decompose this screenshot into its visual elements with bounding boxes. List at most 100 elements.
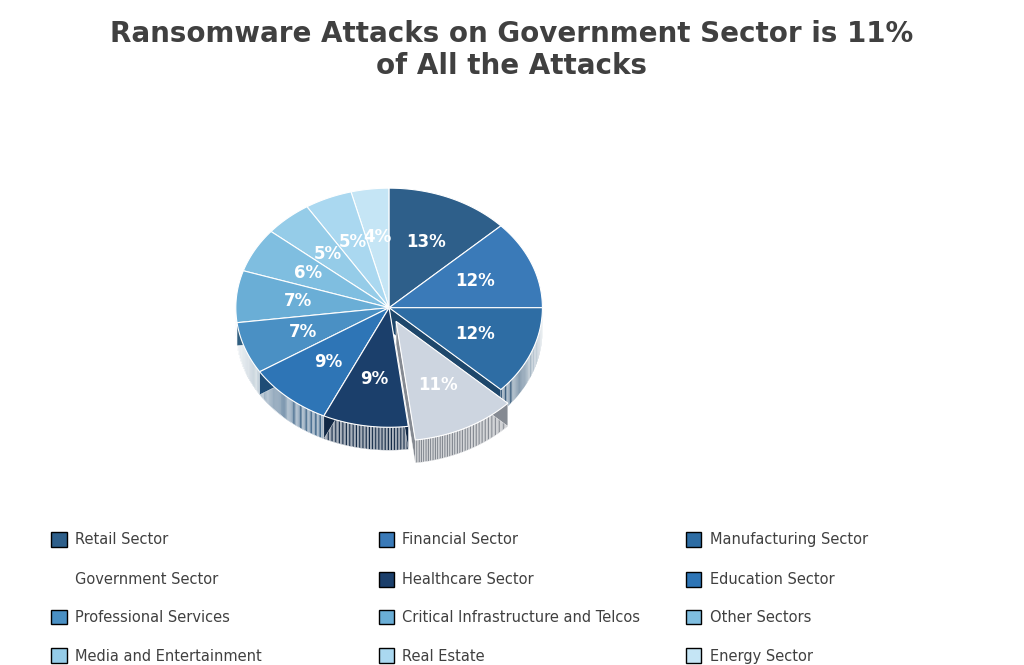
Polygon shape — [510, 380, 511, 404]
Polygon shape — [389, 308, 543, 390]
Polygon shape — [505, 404, 507, 428]
Polygon shape — [407, 426, 409, 450]
Polygon shape — [285, 396, 286, 419]
Polygon shape — [501, 388, 502, 412]
Polygon shape — [347, 423, 348, 446]
Polygon shape — [311, 410, 312, 434]
Polygon shape — [497, 411, 498, 435]
Polygon shape — [344, 422, 346, 446]
Polygon shape — [306, 408, 307, 432]
Text: 5%: 5% — [339, 233, 367, 251]
Polygon shape — [480, 420, 482, 444]
Polygon shape — [398, 427, 399, 450]
Polygon shape — [338, 420, 339, 444]
Text: Manufacturing Sector: Manufacturing Sector — [710, 533, 867, 547]
Polygon shape — [307, 192, 389, 308]
Polygon shape — [361, 426, 362, 448]
Polygon shape — [348, 423, 350, 446]
Polygon shape — [299, 404, 300, 428]
Polygon shape — [422, 439, 424, 462]
Polygon shape — [366, 426, 368, 449]
Polygon shape — [317, 414, 318, 437]
Polygon shape — [303, 407, 305, 430]
Polygon shape — [375, 427, 376, 450]
Polygon shape — [403, 426, 406, 450]
Polygon shape — [399, 427, 401, 450]
Polygon shape — [351, 424, 353, 447]
Polygon shape — [443, 435, 445, 458]
Polygon shape — [470, 426, 471, 450]
Polygon shape — [392, 427, 393, 450]
Polygon shape — [417, 440, 419, 463]
Polygon shape — [434, 437, 436, 460]
Polygon shape — [324, 308, 409, 428]
Polygon shape — [368, 426, 369, 449]
Text: Financial Sector: Financial Sector — [402, 533, 518, 547]
Polygon shape — [322, 415, 323, 438]
Polygon shape — [290, 398, 291, 422]
Text: 11%: 11% — [418, 376, 458, 394]
Polygon shape — [463, 428, 465, 452]
Polygon shape — [401, 427, 402, 450]
Polygon shape — [237, 308, 389, 372]
Polygon shape — [376, 427, 378, 450]
Polygon shape — [383, 427, 385, 450]
Polygon shape — [330, 418, 331, 441]
Polygon shape — [319, 414, 322, 438]
Polygon shape — [460, 430, 462, 453]
Polygon shape — [335, 420, 336, 443]
Polygon shape — [379, 427, 381, 450]
Polygon shape — [326, 416, 327, 440]
Polygon shape — [393, 427, 395, 450]
Polygon shape — [333, 419, 335, 442]
Polygon shape — [389, 226, 543, 308]
Polygon shape — [519, 370, 520, 394]
Polygon shape — [504, 386, 505, 410]
Polygon shape — [502, 387, 504, 412]
Polygon shape — [324, 308, 389, 439]
Polygon shape — [462, 429, 463, 452]
Polygon shape — [396, 321, 508, 440]
Polygon shape — [419, 440, 421, 463]
Polygon shape — [353, 424, 354, 447]
Text: 9%: 9% — [360, 370, 389, 388]
Polygon shape — [506, 384, 507, 408]
Polygon shape — [373, 427, 375, 450]
Polygon shape — [429, 438, 431, 461]
Polygon shape — [293, 401, 294, 424]
Polygon shape — [452, 432, 454, 456]
Polygon shape — [440, 436, 441, 459]
Polygon shape — [346, 422, 347, 446]
Polygon shape — [476, 423, 477, 446]
Polygon shape — [339, 421, 340, 444]
Polygon shape — [504, 405, 505, 429]
Polygon shape — [396, 321, 416, 463]
Polygon shape — [282, 393, 283, 417]
Polygon shape — [280, 392, 281, 415]
Polygon shape — [457, 431, 459, 454]
Polygon shape — [490, 414, 492, 438]
Text: Other Sectors: Other Sectors — [710, 610, 811, 625]
Polygon shape — [455, 431, 457, 455]
Polygon shape — [446, 434, 449, 458]
Polygon shape — [378, 427, 379, 450]
Polygon shape — [513, 376, 514, 401]
Polygon shape — [260, 308, 389, 395]
Polygon shape — [517, 373, 518, 397]
Text: 12%: 12% — [455, 272, 495, 291]
Polygon shape — [509, 382, 510, 406]
Polygon shape — [301, 406, 302, 429]
Polygon shape — [343, 422, 344, 445]
Polygon shape — [289, 398, 290, 422]
Polygon shape — [389, 308, 409, 450]
Polygon shape — [483, 419, 484, 443]
Polygon shape — [358, 425, 360, 448]
Polygon shape — [385, 427, 386, 450]
Polygon shape — [296, 403, 297, 426]
Polygon shape — [312, 411, 313, 435]
Text: 4%: 4% — [364, 227, 392, 245]
Polygon shape — [292, 400, 293, 424]
Polygon shape — [433, 437, 434, 460]
Polygon shape — [492, 414, 494, 438]
Polygon shape — [500, 408, 502, 432]
